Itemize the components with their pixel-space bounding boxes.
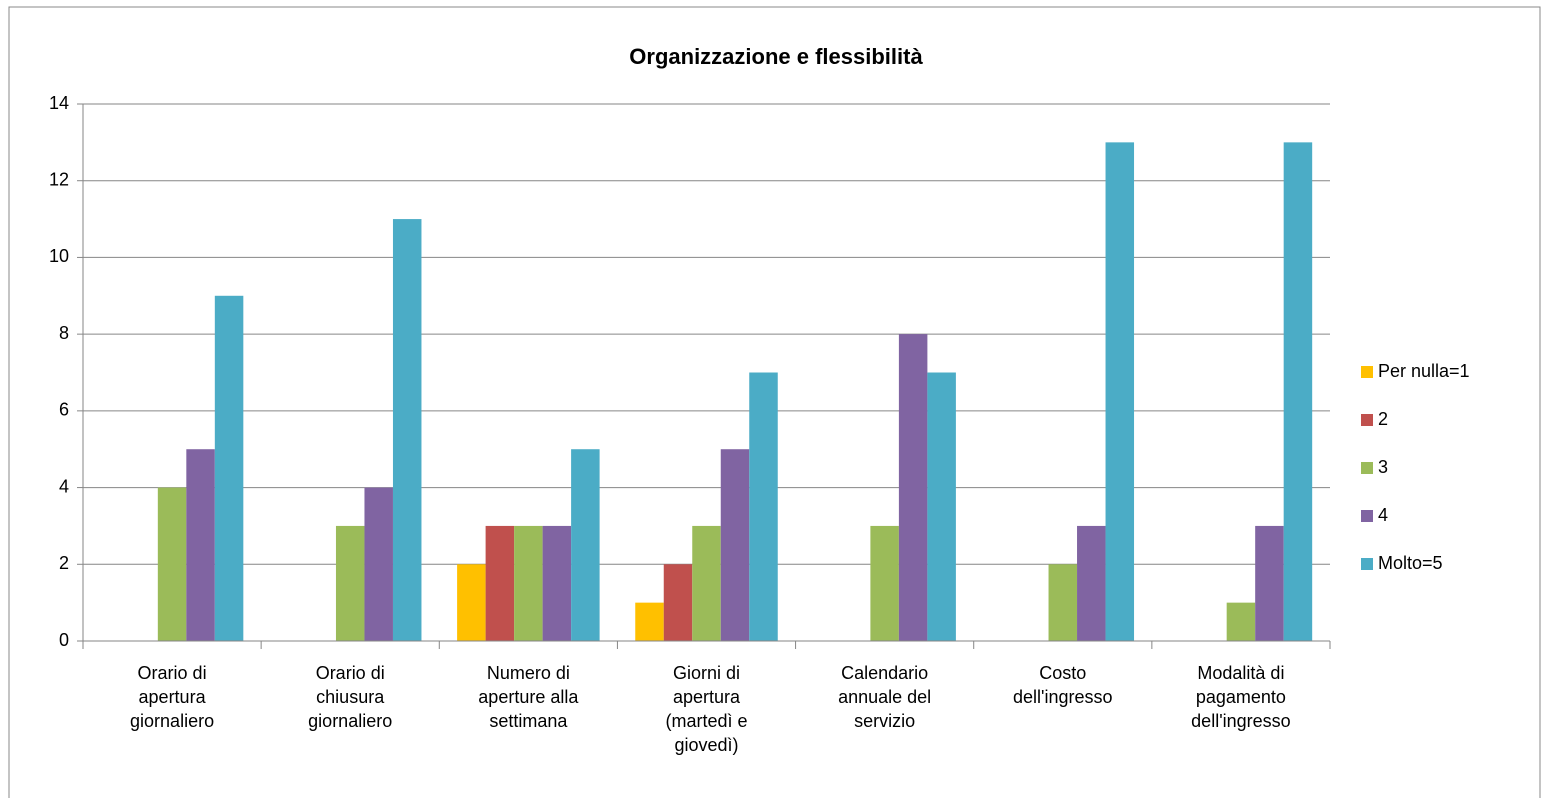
bar xyxy=(542,525,572,641)
chart-title: Organizzazione e flessibilità xyxy=(629,44,923,69)
x-tick-label: Orario di chiusura giornaliero xyxy=(308,663,393,731)
y-tick-label: 2 xyxy=(59,553,69,573)
bar xyxy=(635,602,664,641)
bar xyxy=(214,295,244,641)
bar xyxy=(457,564,486,641)
bar xyxy=(927,372,956,641)
x-tick-label: Orario di apertura giornaliero xyxy=(130,663,215,731)
legend-label: 3 xyxy=(1378,457,1388,477)
x-tick-label: Modalità di pagamento dell'ingresso xyxy=(1191,663,1291,731)
y-tick-label: 14 xyxy=(49,93,69,113)
y-tick-label: 6 xyxy=(59,400,69,420)
legend-swatch xyxy=(1361,462,1373,474)
chart-frame xyxy=(8,6,1541,798)
bar xyxy=(364,487,393,641)
bar xyxy=(1255,525,1284,641)
bar xyxy=(1226,602,1256,641)
y-tick-label: 8 xyxy=(59,323,69,343)
y-tick-label: 10 xyxy=(49,246,69,266)
bar xyxy=(335,525,365,641)
y-tick-label: 4 xyxy=(59,476,69,496)
x-tick-label: Calendario annuale del servizio xyxy=(838,663,932,731)
bar xyxy=(1105,142,1135,641)
bar xyxy=(663,564,693,641)
legend-label: 2 xyxy=(1378,409,1388,429)
legend-swatch xyxy=(1361,366,1373,378)
bar xyxy=(571,449,600,641)
bar xyxy=(898,334,928,641)
bar xyxy=(692,525,721,641)
y-tick-label: 0 xyxy=(59,630,69,650)
legend-swatch xyxy=(1361,510,1373,522)
x-tick-label: Giorni di apertura (martedì e giovedì) xyxy=(665,663,748,755)
legend-label: 4 xyxy=(1378,505,1388,525)
x-tick-label: Numero di aperture alla settimana xyxy=(478,663,579,731)
bar xyxy=(870,525,899,641)
y-tick-label: 12 xyxy=(49,169,69,189)
bar xyxy=(485,525,515,641)
bar xyxy=(186,449,215,641)
x-tick-label: Costo dell'ingresso xyxy=(1013,663,1113,707)
legend-swatch xyxy=(1361,414,1373,426)
bar xyxy=(1048,564,1078,641)
bar xyxy=(1077,525,1106,641)
legend-swatch xyxy=(1361,558,1373,570)
bar xyxy=(749,372,778,641)
legend-label: Molto=5 xyxy=(1378,553,1443,573)
bar xyxy=(720,449,750,641)
bar xyxy=(157,487,187,641)
bar xyxy=(1283,142,1313,641)
legend-label: Per nulla=1 xyxy=(1378,361,1470,381)
bar xyxy=(514,525,543,641)
bar xyxy=(392,219,422,642)
